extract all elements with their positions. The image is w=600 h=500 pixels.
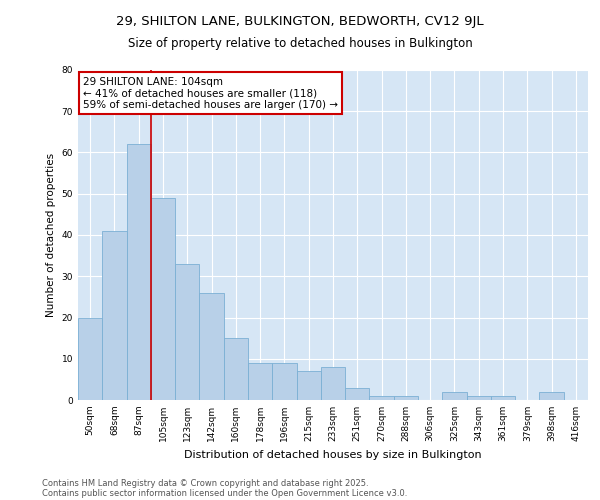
Text: Contains HM Land Registry data © Crown copyright and database right 2025.: Contains HM Land Registry data © Crown c… xyxy=(42,478,368,488)
Bar xyxy=(102,231,127,400)
X-axis label: Distribution of detached houses by size in Bulkington: Distribution of detached houses by size … xyxy=(184,450,482,460)
Bar xyxy=(175,264,199,400)
Bar xyxy=(272,363,296,400)
Text: Contains public sector information licensed under the Open Government Licence v3: Contains public sector information licen… xyxy=(42,488,407,498)
Bar xyxy=(151,198,175,400)
Bar xyxy=(321,367,345,400)
Bar xyxy=(491,396,515,400)
Bar xyxy=(467,396,491,400)
Bar xyxy=(296,371,321,400)
Bar xyxy=(442,392,467,400)
Bar xyxy=(127,144,151,400)
Text: Size of property relative to detached houses in Bulkington: Size of property relative to detached ho… xyxy=(128,38,472,51)
Bar xyxy=(345,388,370,400)
Text: 29, SHILTON LANE, BULKINGTON, BEDWORTH, CV12 9JL: 29, SHILTON LANE, BULKINGTON, BEDWORTH, … xyxy=(116,15,484,28)
Bar xyxy=(78,318,102,400)
Bar xyxy=(248,363,272,400)
Bar xyxy=(394,396,418,400)
Bar xyxy=(370,396,394,400)
Bar xyxy=(539,392,564,400)
Text: 29 SHILTON LANE: 104sqm
← 41% of detached houses are smaller (118)
59% of semi-d: 29 SHILTON LANE: 104sqm ← 41% of detache… xyxy=(83,76,338,110)
Y-axis label: Number of detached properties: Number of detached properties xyxy=(46,153,56,317)
Bar xyxy=(199,292,224,400)
Bar xyxy=(224,338,248,400)
